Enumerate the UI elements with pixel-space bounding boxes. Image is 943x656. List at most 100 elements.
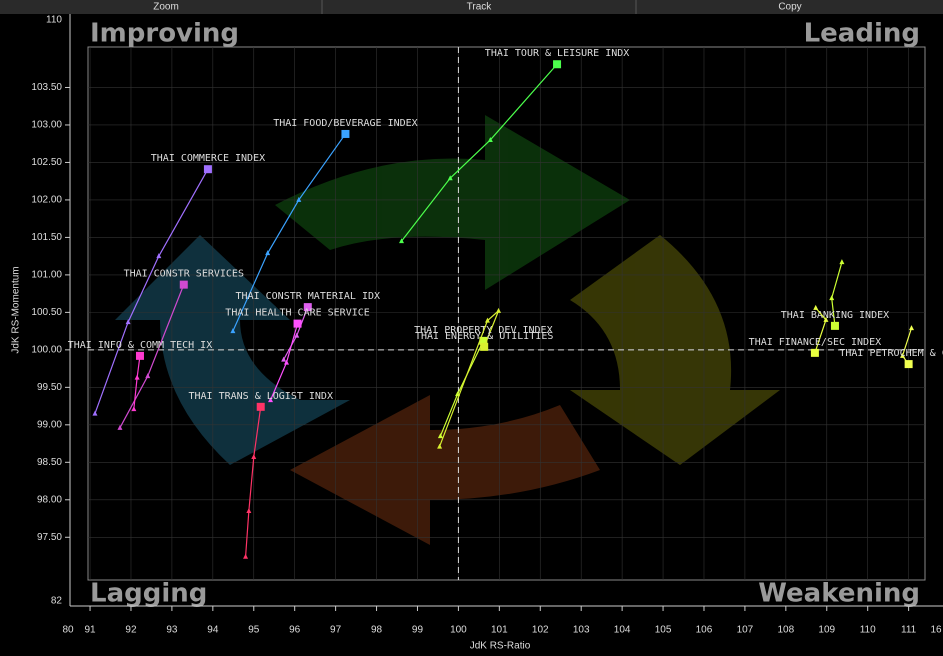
- tail-point: [284, 359, 290, 365]
- tail-point: [899, 352, 905, 358]
- head-point: [479, 336, 488, 345]
- y-tick-label: 102.00: [31, 195, 62, 206]
- tail-point: [92, 410, 98, 416]
- tail-point: [447, 175, 453, 181]
- head-point: [904, 360, 913, 369]
- tail-point: [230, 328, 236, 334]
- head-point: [810, 348, 819, 357]
- series-label: THAI FOOD/BEVERAGE INDEX: [273, 118, 418, 129]
- y-tick-label: 101.50: [31, 232, 62, 243]
- toolbar-button[interactable]: Zoom: [153, 2, 179, 13]
- series-label: THAI TRANS & LOGIST INDX: [188, 391, 333, 402]
- quadrant-label: Leading: [804, 19, 920, 49]
- axis-break-label: 80: [62, 625, 74, 636]
- series-label: THAI COMMERCE INDEX: [151, 153, 265, 164]
- arrow-decoration: [275, 115, 630, 290]
- tail-point: [117, 424, 123, 430]
- series-label: THAI CONSTR MATERIAL IDX: [236, 291, 381, 302]
- tail-point: [813, 304, 819, 310]
- x-tick-label: 107: [737, 625, 754, 636]
- head-point: [179, 280, 188, 289]
- x-tick-label: 100: [450, 625, 467, 636]
- y-tick-label: 102.50: [31, 157, 62, 168]
- y-tick-label: 103.50: [31, 82, 62, 93]
- quadrant-label: Weakening: [758, 579, 920, 609]
- tail-point: [294, 332, 300, 338]
- x-tick-label: 110: [860, 625, 876, 636]
- series-label: THAI CONSTR SERVICES: [124, 269, 244, 280]
- head-point: [480, 342, 489, 351]
- tail-point: [496, 307, 502, 313]
- axis-break-label: 16: [930, 625, 942, 636]
- y-tick-label: 98.50: [37, 457, 62, 468]
- y-tick-label: 100.00: [31, 344, 62, 355]
- x-tick-label: 109: [818, 625, 835, 636]
- y-tick-label: 99.50: [37, 382, 62, 393]
- y-tick-label: 103.00: [31, 120, 62, 131]
- axis-break-label: 110: [46, 15, 62, 26]
- tail-point: [908, 325, 914, 331]
- tail-line: [401, 63, 558, 242]
- x-tick-label: 96: [289, 625, 301, 636]
- x-tick-label: 91: [84, 625, 96, 636]
- x-tick-label: 93: [166, 625, 178, 636]
- y-axis-title: JdK RS-Momentum: [11, 266, 22, 353]
- head-point: [341, 129, 350, 138]
- tail-point: [265, 250, 271, 256]
- tail-point: [487, 136, 493, 142]
- series-label: THAI INFO & COMM TECH IX: [68, 340, 213, 351]
- quadrant-label: Improving: [90, 19, 239, 49]
- x-tick-label: 99: [412, 625, 424, 636]
- x-tick-label: 97: [330, 625, 342, 636]
- x-tick-label: 111: [901, 625, 917, 636]
- tail-point: [125, 319, 131, 325]
- series-label: THAI PETROCHEM & CHEM I: [839, 348, 943, 359]
- arrow-decoration: [290, 395, 600, 545]
- head-point: [553, 60, 562, 69]
- x-tick-label: 94: [207, 625, 219, 636]
- tail-point: [134, 374, 140, 380]
- series-label: THAI FINANCE/SEC INDEX: [749, 337, 881, 348]
- series-label: THAI BANKING INDEX: [781, 310, 889, 321]
- x-tick-label: 104: [614, 625, 631, 636]
- head-point: [293, 319, 302, 328]
- tail-point: [484, 317, 490, 323]
- x-tick-label: 101: [491, 625, 508, 636]
- series-label: THAI HEALTH CARE SERVICE: [225, 308, 370, 319]
- y-tick-label: 97.50: [37, 532, 62, 543]
- tail-point: [437, 433, 443, 439]
- x-tick-label: 98: [371, 625, 383, 636]
- series-label: THAI ENERGY & UTILITIES: [415, 331, 553, 342]
- x-tick-label: 108: [777, 625, 794, 636]
- head-point: [256, 402, 265, 411]
- toolbar-button[interactable]: Copy: [778, 2, 801, 13]
- head-point: [303, 303, 312, 312]
- tail-point: [145, 373, 151, 379]
- tail-line: [94, 168, 209, 414]
- x-tick-label: 95: [248, 625, 260, 636]
- y-tick-label: 99.00: [37, 419, 62, 430]
- tail-point: [437, 443, 443, 449]
- y-tick-label: 98.00: [37, 494, 62, 505]
- tail-point: [243, 553, 249, 559]
- grid: [88, 47, 925, 580]
- tail-point: [399, 238, 405, 244]
- toolbar-button[interactable]: Track: [467, 2, 493, 13]
- head-point: [830, 321, 839, 330]
- tail-point: [296, 196, 302, 202]
- toolbar: [0, 0, 943, 14]
- quadrant-label: Lagging: [90, 579, 207, 609]
- tail-point: [251, 454, 257, 460]
- series-label: THAI TOUR & LEISURE INDX: [485, 48, 630, 59]
- head-point: [135, 351, 144, 360]
- x-axis-title: JdK RS-Ratio: [470, 641, 531, 652]
- x-tick-label: 102: [532, 625, 549, 636]
- tail-line: [439, 310, 500, 447]
- y-tick-label: 101.00: [31, 270, 62, 281]
- x-tick-label: 92: [125, 625, 137, 636]
- axis-break-label: 82: [51, 596, 63, 607]
- x-tick-label: 106: [696, 625, 713, 636]
- tail-point: [829, 295, 835, 301]
- tail-line: [244, 406, 262, 557]
- tail-point: [268, 397, 274, 403]
